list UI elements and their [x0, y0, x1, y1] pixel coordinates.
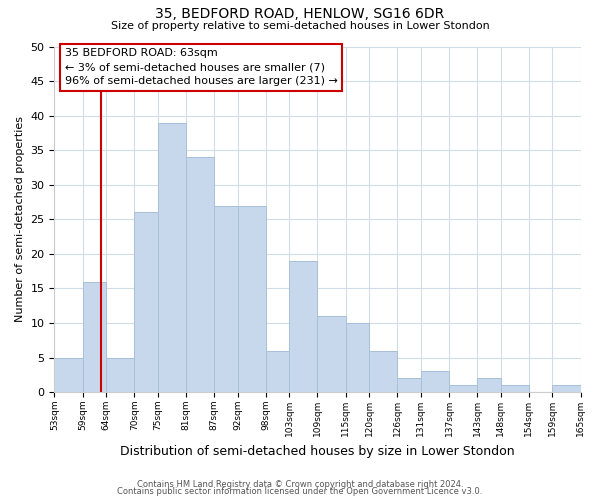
Text: 35, BEDFORD ROAD, HENLOW, SG16 6DR: 35, BEDFORD ROAD, HENLOW, SG16 6DR — [155, 8, 445, 22]
Text: 35 BEDFORD ROAD: 63sqm
← 3% of semi-detached houses are smaller (7)
96% of semi-: 35 BEDFORD ROAD: 63sqm ← 3% of semi-deta… — [65, 48, 338, 86]
Bar — [55, 358, 83, 392]
Bar — [500, 385, 529, 392]
Bar — [477, 378, 500, 392]
Bar — [369, 350, 397, 392]
Bar — [266, 350, 289, 392]
Text: Size of property relative to semi-detached houses in Lower Stondon: Size of property relative to semi-detach… — [110, 21, 490, 31]
Bar — [449, 385, 477, 392]
Bar — [134, 212, 158, 392]
Bar — [238, 206, 266, 392]
Bar — [186, 157, 214, 392]
Bar — [553, 385, 581, 392]
Bar — [83, 282, 106, 392]
Bar — [214, 206, 238, 392]
Bar — [106, 358, 134, 392]
Bar — [289, 261, 317, 392]
X-axis label: Distribution of semi-detached houses by size in Lower Stondon: Distribution of semi-detached houses by … — [120, 444, 515, 458]
Y-axis label: Number of semi-detached properties: Number of semi-detached properties — [15, 116, 25, 322]
Bar — [421, 372, 449, 392]
Bar — [317, 316, 346, 392]
Bar — [397, 378, 421, 392]
Text: Contains public sector information licensed under the Open Government Licence v3: Contains public sector information licen… — [118, 487, 482, 496]
Bar — [346, 323, 369, 392]
Bar — [158, 122, 186, 392]
Text: Contains HM Land Registry data © Crown copyright and database right 2024.: Contains HM Land Registry data © Crown c… — [137, 480, 463, 489]
